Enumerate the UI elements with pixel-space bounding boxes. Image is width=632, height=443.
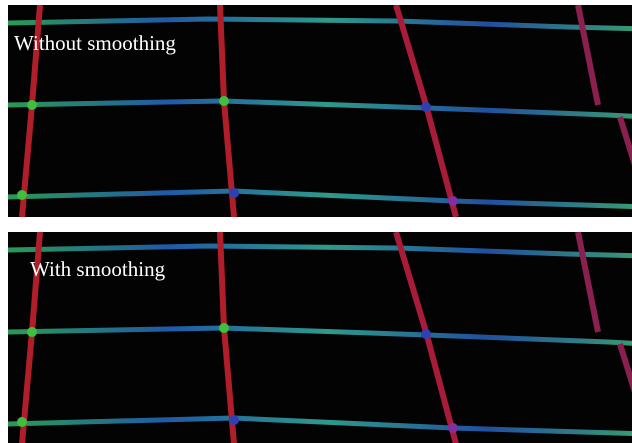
panel-label: Without smoothing bbox=[14, 31, 176, 55]
panel-bottom: With smoothing bbox=[8, 232, 632, 443]
panel-label: With smoothing bbox=[30, 257, 166, 281]
panel-top: Without smoothing bbox=[8, 5, 632, 217]
